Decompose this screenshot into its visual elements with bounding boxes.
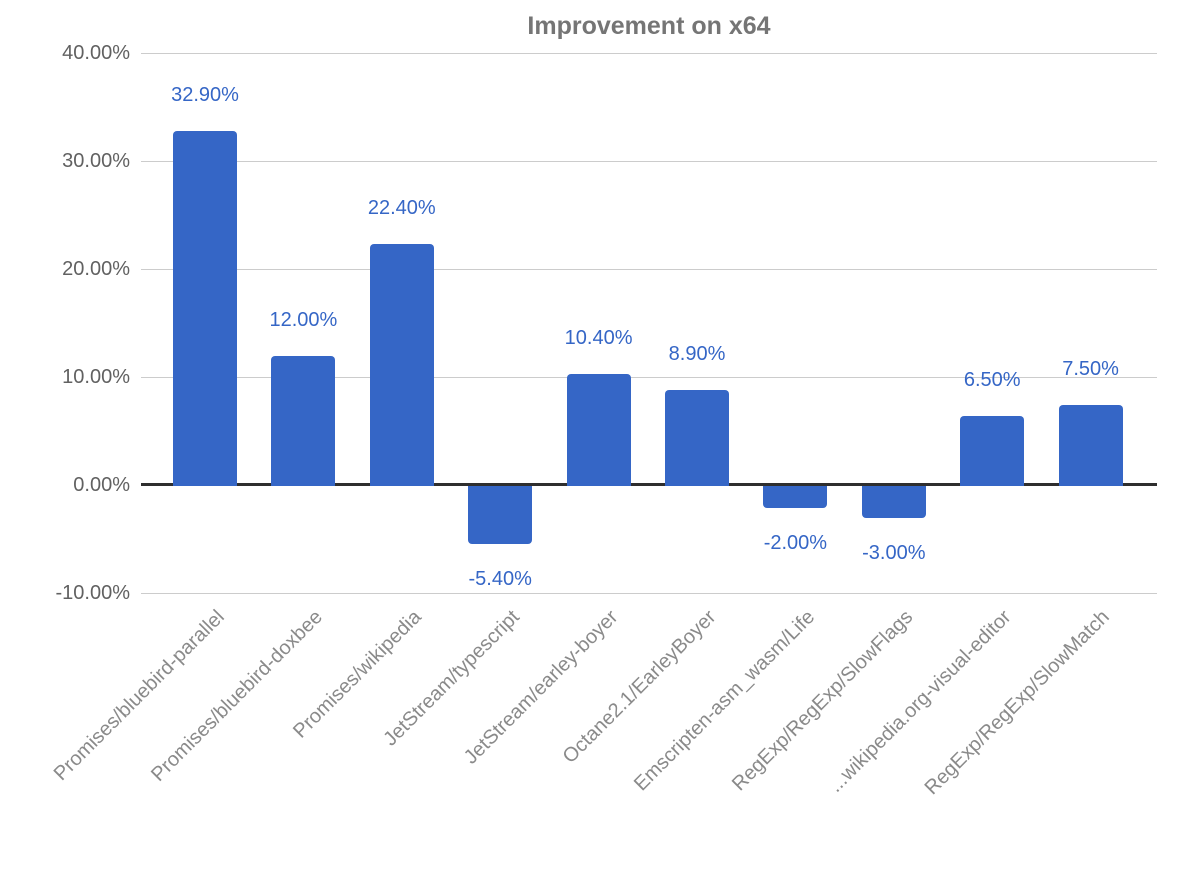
y-tick-label: 40.00% bbox=[62, 42, 130, 64]
bar bbox=[468, 486, 533, 545]
gridline bbox=[141, 161, 1157, 162]
bar-value-label: 6.50% bbox=[963, 368, 1021, 391]
bar-value-label: 8.90% bbox=[668, 342, 726, 365]
zero-axis-line bbox=[141, 483, 1157, 486]
gridline bbox=[141, 269, 1157, 270]
bar-value-label: -3.00% bbox=[862, 542, 926, 565]
bar bbox=[369, 244, 434, 486]
bar-value-label: 22.40% bbox=[367, 197, 436, 220]
bar bbox=[173, 130, 237, 486]
chart-title: Improvement on x64 bbox=[527, 12, 771, 40]
bar-value-label: -5.40% bbox=[468, 568, 532, 591]
bar bbox=[960, 415, 1025, 486]
category-label: RegExp/RegExp/SlowFlags bbox=[728, 606, 918, 796]
y-tick-label: 20.00% bbox=[62, 258, 130, 280]
category-label: Promises/bluebird-doxbee bbox=[147, 606, 327, 786]
bar bbox=[861, 486, 926, 519]
bar-value-label: 32.90% bbox=[171, 83, 239, 106]
bar bbox=[566, 373, 631, 486]
bar-value-label: 12.00% bbox=[269, 309, 338, 332]
bar bbox=[271, 356, 336, 486]
bar-value-label: 7.50% bbox=[1062, 358, 1119, 380]
bar-value-label: -2.00% bbox=[763, 531, 828, 554]
category-label: Promises/bluebird-parallel bbox=[49, 606, 229, 786]
bar-value-label: 10.40% bbox=[564, 326, 633, 349]
y-tick-label: 10.00% bbox=[62, 366, 130, 388]
y-tick-label: 0.00% bbox=[73, 474, 130, 496]
category-label: Emscripten-asm_wasm/Life bbox=[629, 606, 819, 796]
bar bbox=[1058, 405, 1123, 486]
bar bbox=[763, 486, 828, 508]
y-tick-label: -10.00% bbox=[55, 582, 131, 604]
y-tick-label: 30.00% bbox=[62, 150, 130, 172]
gridline bbox=[141, 53, 1157, 54]
gridline bbox=[141, 593, 1157, 594]
gridline bbox=[141, 377, 1157, 378]
bar bbox=[665, 389, 729, 486]
category-label: ...wikipedia.org-visual-editor bbox=[824, 606, 1016, 797]
category-label: RegExp/RegExp/SlowMatch bbox=[920, 606, 1115, 800]
